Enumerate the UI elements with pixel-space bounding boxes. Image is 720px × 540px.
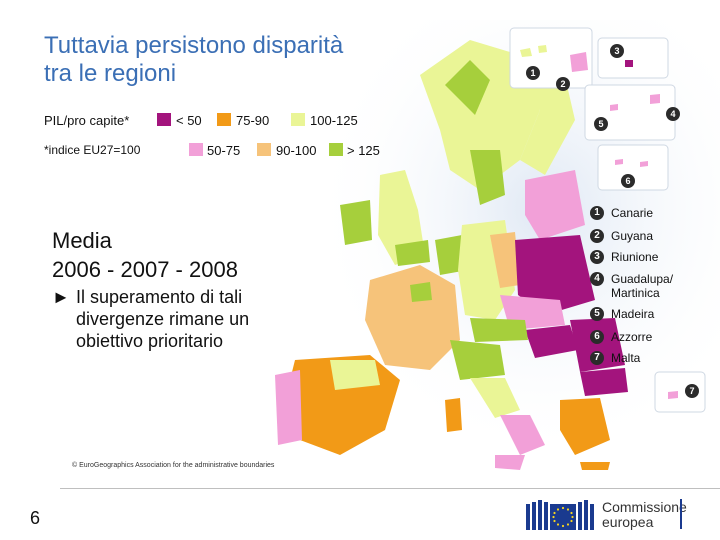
region-sweden-south: [470, 150, 505, 205]
region-austria: [470, 318, 528, 342]
inset-canarie: [520, 45, 547, 57]
legend-pil-label: PIL/pro capite*: [44, 113, 130, 128]
footer-divider: [60, 488, 720, 489]
inset-box: [597, 37, 669, 79]
legend-label-90-100: 90-100: [276, 143, 317, 158]
legend-swatch-gt125: [329, 143, 343, 156]
region-greece: [560, 398, 610, 455]
commission-wordmark-line2: europea: [602, 514, 654, 530]
region-north-norway: [445, 60, 490, 115]
inset-number: 6: [625, 176, 630, 186]
region-spain-north: [330, 360, 380, 390]
average-period: Media 2006 - 2007 - 2008: [52, 226, 238, 284]
region-poland: [515, 235, 595, 315]
inset-malta: [668, 391, 678, 399]
inset-azzorre: [615, 159, 648, 167]
inset-number: 5: [598, 119, 603, 129]
inset-number: 3: [614, 46, 619, 56]
region-hungary: [525, 325, 578, 358]
region-number-badge: 4: [590, 272, 604, 286]
legend-swatch-50-75: [189, 143, 203, 156]
copyright-notice: © EuroGeographics Association for the ad…: [72, 462, 275, 469]
region-number-badge: 5: [590, 307, 604, 321]
region-list-label: Guyana: [611, 229, 654, 243]
objective-note-text: Il superamento di tali divergenze rimane…: [76, 287, 250, 351]
inset-number: 4: [670, 109, 675, 119]
inset-marker: [621, 174, 635, 188]
region-list-label: Malta: [611, 351, 641, 365]
media-label: Media: [52, 228, 112, 253]
region-number-badge: 1: [590, 206, 604, 220]
region-ireland: [340, 200, 372, 245]
inset-box: [597, 144, 669, 191]
inset-number: 1: [530, 68, 535, 78]
region-list-label: Canarie: [611, 206, 654, 220]
region-france-paris: [410, 282, 432, 302]
region-italy-central: [470, 378, 520, 418]
inset-number: 7: [689, 386, 694, 396]
legend-label-lt50: < 50: [176, 113, 202, 128]
slide-title: Tuttavia persistono disparità tra le reg…: [44, 32, 424, 88]
region-portugal: [275, 370, 302, 445]
inset-markers: [526, 44, 699, 398]
legend-label-75-90: 75-90: [236, 113, 270, 128]
region-list-label: Madeira: [611, 307, 655, 321]
logo-divider: [680, 499, 682, 529]
inset-riunione: [625, 60, 633, 67]
legend-swatch-75-90: [217, 113, 231, 126]
legend-index-note: *indice EU27=100: [44, 143, 141, 157]
title-line-1: Tuttavia persistono disparità: [44, 32, 344, 59]
inset-madeira: [610, 104, 618, 111]
region-romania: [570, 318, 625, 372]
media-years: 2006 - 2007 - 2008: [52, 257, 238, 282]
region-list-label: Riunione: [611, 250, 659, 264]
inset-marker: [556, 77, 570, 91]
region-italy-north: [450, 340, 505, 380]
legend-label-gt125: > 125: [347, 143, 380, 158]
region-number-badge: 2: [590, 229, 604, 243]
region-number-badge: 3: [590, 250, 604, 264]
inset-guadalupa: [650, 94, 660, 104]
region-france: [365, 265, 460, 370]
inset-marker: [526, 66, 540, 80]
region-crete: [580, 462, 610, 470]
inset-box: [654, 371, 706, 413]
region-sardinia: [445, 398, 462, 432]
commission-wordmark-line1: Commissione: [602, 499, 687, 515]
inset-marker: [666, 107, 680, 121]
inset-box: [584, 84, 676, 141]
legend-swatch-lt50: [157, 113, 171, 126]
inset-marker: [610, 44, 624, 58]
region-sicily: [495, 455, 525, 470]
region-number-badge: 6: [590, 330, 604, 344]
inset-marker-numbers: 1 2 3 4 5 6 7: [530, 46, 694, 396]
legend-swatch-100-125: [291, 113, 305, 126]
region-baltics: [525, 170, 585, 240]
inset-marker: [685, 384, 699, 398]
page-number: 6: [30, 508, 41, 528]
region-italy-south: [500, 415, 545, 455]
region-list-label: Guadalupa/ Martinica: [611, 272, 674, 300]
region-list-label: Azzorre: [611, 330, 653, 344]
inset-guyana: [570, 52, 588, 72]
inset-marker: [594, 117, 608, 131]
legend-swatch-90-100: [257, 143, 271, 156]
region-germany-east: [490, 232, 520, 288]
commission-wordmark: Commissione europea: [602, 500, 687, 530]
objective-note: ► Il superamento di tali divergenze rima…: [52, 286, 282, 352]
legend-label-50-75: 50-75: [207, 143, 241, 158]
legend-label-100-125: 100-125: [310, 113, 358, 128]
region-uk: [378, 170, 425, 265]
region-number-badge: 7: [590, 351, 604, 365]
region-uk-south: [395, 240, 430, 266]
region-bulgaria: [580, 368, 628, 396]
inset-number: 2: [560, 79, 565, 89]
bullet-arrow-icon: ►: [52, 287, 70, 307]
title-line-2: tra le regioni: [44, 60, 177, 87]
ec-building-icon: [526, 500, 594, 530]
